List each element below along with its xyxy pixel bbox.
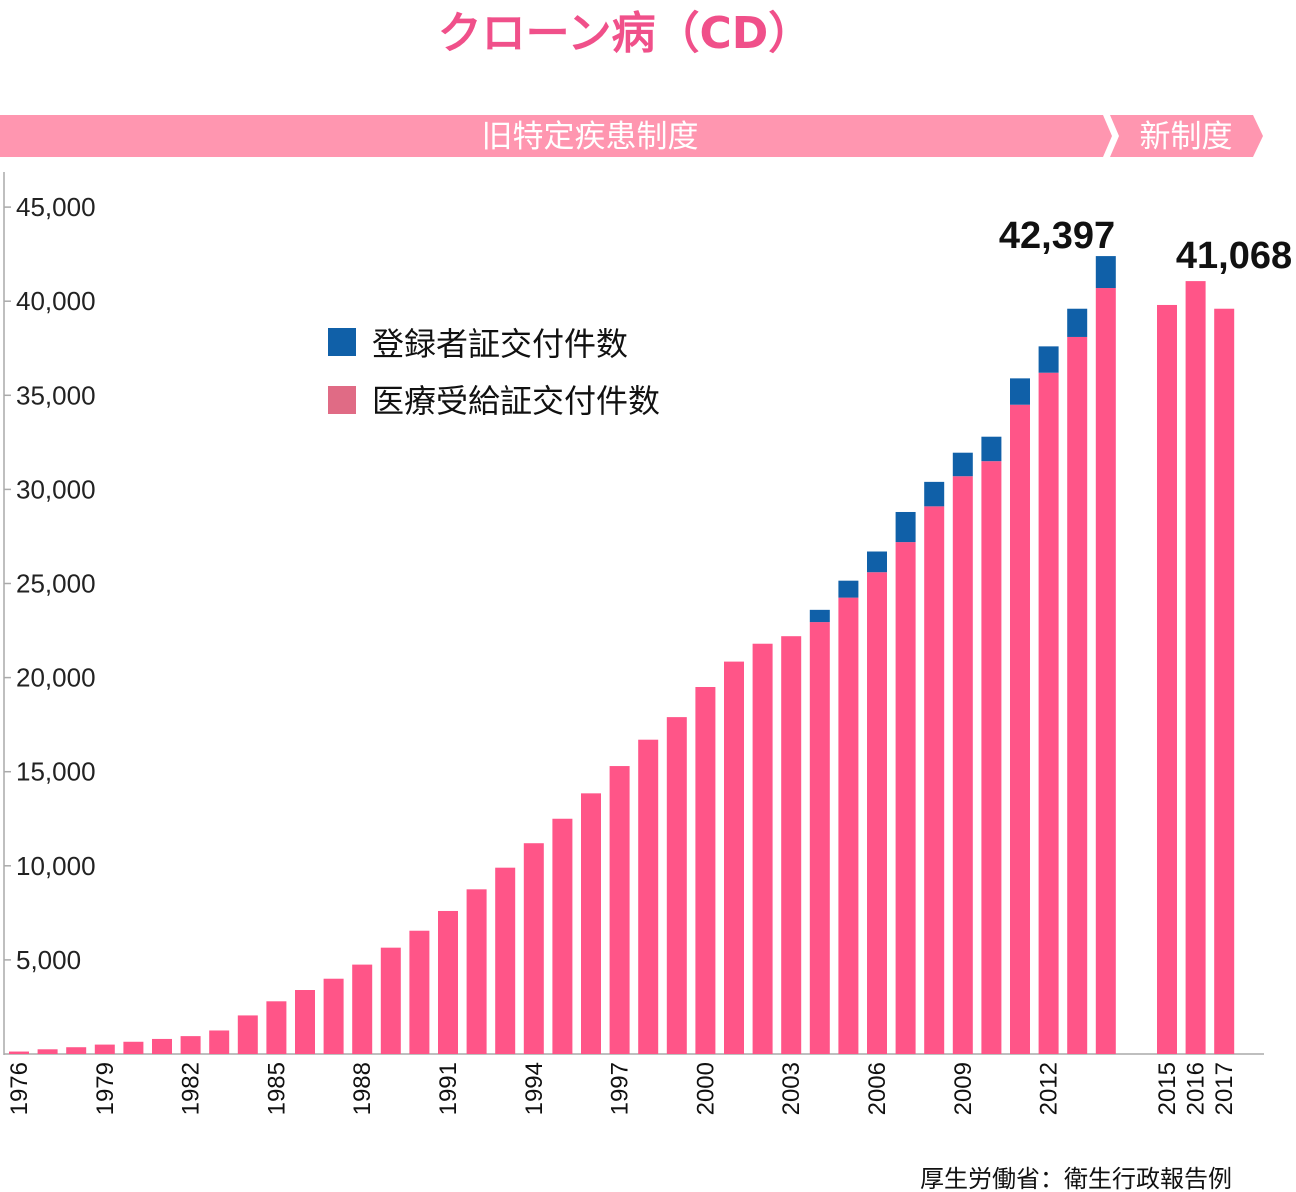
y-axis-ticks: 5,000 10,000 15,000 20,000 25,000 30,000 35,00… xyxy=(4,192,96,975)
x-tick-label: 1991 xyxy=(435,1062,462,1115)
bar-medical-1993 xyxy=(495,867,516,1054)
bar-medical-1982 xyxy=(180,1036,201,1054)
bar-registration-2007 xyxy=(895,511,916,543)
bar-medical-2008 xyxy=(924,506,945,1054)
bar-registration-2006 xyxy=(867,551,887,573)
legend-swatch-medical xyxy=(328,386,356,414)
bar-medical-1995 xyxy=(552,818,573,1054)
bar-medical-2001 xyxy=(724,661,744,1054)
legend-label-registration: 登録者証交付件数 xyxy=(372,325,628,363)
x-tick-label: 1988 xyxy=(349,1062,376,1115)
bar-medical-1998 xyxy=(638,739,659,1054)
bar-medical-1978 xyxy=(66,1047,87,1054)
x-tick-label: 2009 xyxy=(950,1062,977,1115)
bar-medical-1983 xyxy=(209,1030,230,1054)
old-system-band xyxy=(0,115,1112,157)
bar-medical-1989 xyxy=(380,947,401,1054)
bar-medical-2003 xyxy=(781,636,802,1054)
callout-2016-total: 41,068 xyxy=(1176,235,1292,277)
x-axis-ticks: 1976 1979 1982 1985 1988 1991 1994 1997 2000 2003… xyxy=(6,1062,1238,1115)
x-tick-label: 2017 xyxy=(1211,1062,1238,1115)
y-tick-label: 30,000 xyxy=(16,474,96,504)
x-tick-label: 1979 xyxy=(92,1062,119,1115)
bar-medical-1996 xyxy=(581,793,601,1054)
bar-registration-2010 xyxy=(981,436,1002,462)
legend-label-medical: 医療受給証交付件数 xyxy=(372,382,660,420)
bar-medical-2007 xyxy=(895,542,916,1054)
bar-medical-2004 xyxy=(809,622,830,1054)
legend: 登録者証交付件数 医療受給証交付件数 xyxy=(328,325,660,420)
bar-registration-2013 xyxy=(1067,308,1088,337)
new-system-label: 新制度 xyxy=(1140,119,1233,155)
bar-medical-1990 xyxy=(409,930,430,1054)
bar-medical-1979 xyxy=(94,1044,115,1054)
x-tick-label: 2012 xyxy=(1036,1062,1063,1115)
period-band: 旧特定疾患制度 新制度 xyxy=(0,115,1263,157)
source-note: 厚生労働省：衛生行政報告例 xyxy=(920,1165,1232,1192)
y-tick-label: 5,000 xyxy=(16,945,81,975)
y-tick-label: 10,000 xyxy=(16,851,96,881)
bar-medical-2002 xyxy=(752,643,773,1054)
bar-medical-1997 xyxy=(609,766,630,1054)
bar-medical-2005 xyxy=(838,597,859,1054)
bar-medical-1986 xyxy=(295,990,315,1054)
x-tick-label: 2000 xyxy=(692,1062,719,1115)
callout-2014-total: 42,397 xyxy=(999,215,1115,257)
bar-medical-1992 xyxy=(466,889,487,1054)
bar-registration-2004 xyxy=(809,609,830,623)
bar-medical-1985 xyxy=(266,1001,287,1054)
bar-medical-1999 xyxy=(666,717,687,1054)
chart-title: クローン病（CD） xyxy=(438,8,813,59)
bar-medical-1980 xyxy=(123,1041,144,1054)
y-tick-label: 40,000 xyxy=(16,286,96,316)
bar-medical-2010 xyxy=(981,461,1002,1054)
bar-registration-2005 xyxy=(838,580,859,598)
bar-medical-1977 xyxy=(37,1049,58,1054)
x-tick-label: 1976 xyxy=(6,1062,33,1115)
bar-registration-2014 xyxy=(1095,256,1116,289)
bar-medical-2017 xyxy=(1214,308,1235,1054)
bar-medical-2012 xyxy=(1038,372,1059,1054)
y-tick-label: 35,000 xyxy=(16,380,96,410)
y-tick-label: 45,000 xyxy=(16,192,96,222)
legend-swatch-registration xyxy=(328,328,356,356)
x-tick-label: 2015 xyxy=(1154,1062,1181,1115)
bars xyxy=(9,256,1235,1055)
y-tick-label: 15,000 xyxy=(16,757,96,787)
x-tick-label: 1997 xyxy=(607,1062,634,1115)
bar-medical-2006 xyxy=(867,572,887,1054)
bar-medical-1994 xyxy=(523,843,544,1054)
bar-medical-1991 xyxy=(438,910,458,1054)
x-tick-label: 1994 xyxy=(521,1062,548,1115)
bar-medical-2011 xyxy=(1010,404,1030,1055)
x-tick-label: 2003 xyxy=(778,1062,805,1115)
bar-medical-1988 xyxy=(352,964,373,1054)
bar-medical-2016 xyxy=(1185,281,1206,1055)
old-system-label: 旧特定疾患制度 xyxy=(482,119,699,155)
y-tick-label: 20,000 xyxy=(16,663,96,693)
x-tick-label: 2016 xyxy=(1183,1062,1210,1115)
bar-medical-2000 xyxy=(695,687,716,1054)
y-tick-label: 25,000 xyxy=(16,569,96,599)
bar-medical-2014 xyxy=(1095,288,1116,1054)
bar-medical-1981 xyxy=(152,1038,172,1054)
x-tick-label: 1982 xyxy=(178,1062,205,1115)
bar-medical-1987 xyxy=(323,978,344,1054)
x-tick-label: 1985 xyxy=(263,1062,290,1115)
bar-registration-2011 xyxy=(1010,378,1030,405)
bar-medical-2009 xyxy=(952,476,973,1054)
bar-medical-1984 xyxy=(237,1015,258,1054)
x-tick-label: 2006 xyxy=(864,1062,891,1115)
bar-medical-1976 xyxy=(9,1051,29,1054)
new-system-band xyxy=(1110,115,1263,157)
bar-registration-2012 xyxy=(1038,346,1059,373)
bar-medical-2015 xyxy=(1157,304,1177,1054)
bar-registration-2009 xyxy=(952,452,973,477)
bar-registration-2008 xyxy=(924,481,945,507)
bar-medical-2013 xyxy=(1067,336,1088,1054)
